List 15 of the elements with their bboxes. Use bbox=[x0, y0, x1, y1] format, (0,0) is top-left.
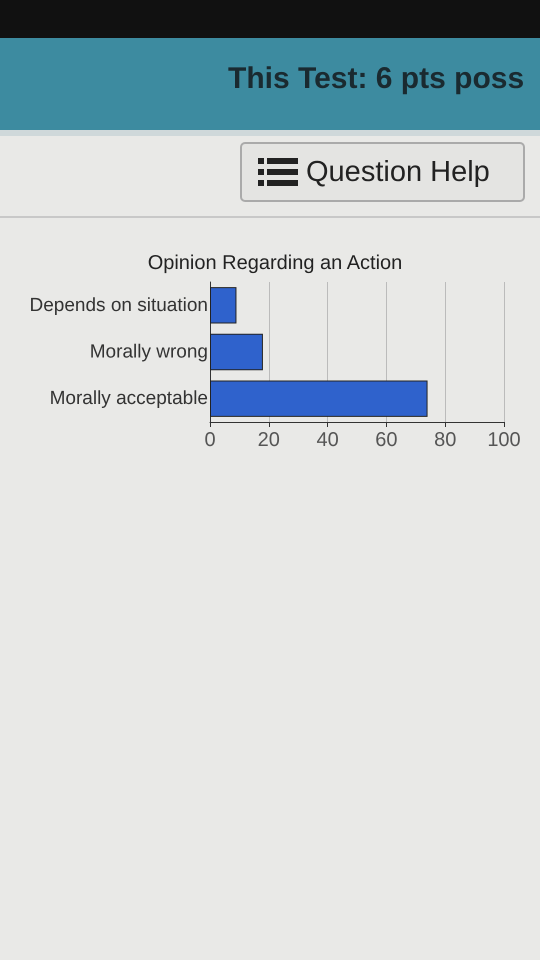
y-tick-label: Morally acceptable bbox=[50, 388, 208, 410]
chart-title: Opinion Regarding an Action bbox=[148, 252, 402, 274]
x-tick-label: 80 bbox=[434, 429, 456, 451]
bar bbox=[210, 380, 428, 417]
y-tick-label: Depends on situation bbox=[29, 294, 208, 316]
x-tick-label: 100 bbox=[487, 429, 521, 451]
x-tick-label: 0 bbox=[204, 429, 216, 451]
bar bbox=[210, 287, 236, 324]
text: This Test: 6 pts poss bbox=[227, 62, 526, 96]
text: Question Help bbox=[306, 156, 490, 188]
x-tick-label: 40 bbox=[316, 429, 339, 451]
bar bbox=[210, 334, 263, 370]
x-tick-label: 20 bbox=[258, 429, 280, 451]
x-tick-label: 60 bbox=[375, 429, 398, 451]
y-tick-label: Morally wrong bbox=[90, 342, 208, 362]
